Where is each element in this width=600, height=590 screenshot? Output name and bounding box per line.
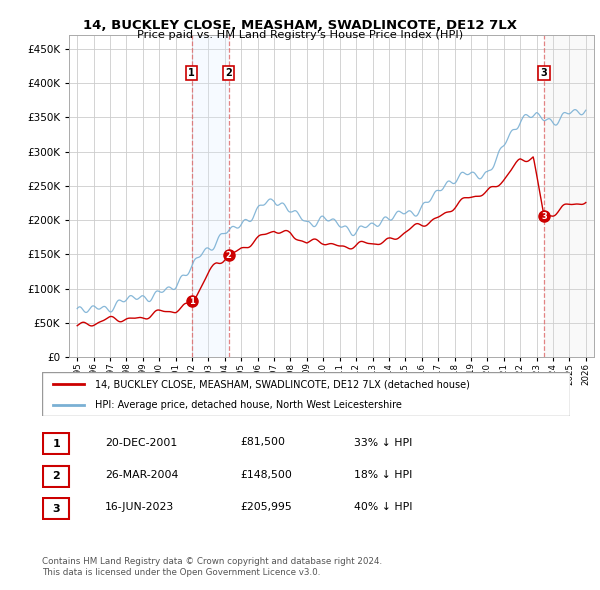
Text: £148,500: £148,500 (240, 470, 292, 480)
Text: HPI: Average price, detached house, North West Leicestershire: HPI: Average price, detached house, Nort… (95, 400, 401, 410)
Text: 1: 1 (188, 68, 195, 78)
Text: Price paid vs. HM Land Registry's House Price Index (HPI): Price paid vs. HM Land Registry's House … (137, 30, 463, 40)
FancyBboxPatch shape (43, 466, 70, 487)
Text: 1: 1 (188, 297, 194, 306)
Text: 2: 2 (225, 68, 232, 78)
Bar (544, 35, 594, 357)
Text: 40% ↓ HPI: 40% ↓ HPI (354, 503, 413, 512)
Text: 20-DEC-2001: 20-DEC-2001 (105, 438, 177, 447)
Text: Contains HM Land Registry data © Crown copyright and database right 2024.: Contains HM Land Registry data © Crown c… (42, 558, 382, 566)
FancyBboxPatch shape (43, 433, 70, 454)
Text: 33% ↓ HPI: 33% ↓ HPI (354, 438, 412, 447)
Text: 2: 2 (226, 251, 232, 260)
Text: 1: 1 (53, 439, 60, 448)
Text: 2: 2 (53, 471, 60, 481)
Bar (191, 35, 229, 357)
Text: 14, BUCKLEY CLOSE, MEASHAM, SWADLINCOTE, DE12 7LX (detached house): 14, BUCKLEY CLOSE, MEASHAM, SWADLINCOTE,… (95, 379, 470, 389)
FancyBboxPatch shape (43, 498, 70, 519)
Text: 3: 3 (541, 212, 547, 221)
Text: 3: 3 (541, 68, 548, 78)
Text: This data is licensed under the Open Government Licence v3.0.: This data is licensed under the Open Gov… (42, 568, 320, 577)
Text: 3: 3 (53, 504, 60, 513)
FancyBboxPatch shape (42, 372, 570, 416)
Text: 26-MAR-2004: 26-MAR-2004 (105, 470, 178, 480)
Text: 14, BUCKLEY CLOSE, MEASHAM, SWADLINCOTE, DE12 7LX: 14, BUCKLEY CLOSE, MEASHAM, SWADLINCOTE,… (83, 19, 517, 32)
Text: 16-JUN-2023: 16-JUN-2023 (105, 503, 174, 512)
Text: 18% ↓ HPI: 18% ↓ HPI (354, 470, 412, 480)
Text: £81,500: £81,500 (240, 438, 285, 447)
Text: £205,995: £205,995 (240, 503, 292, 512)
